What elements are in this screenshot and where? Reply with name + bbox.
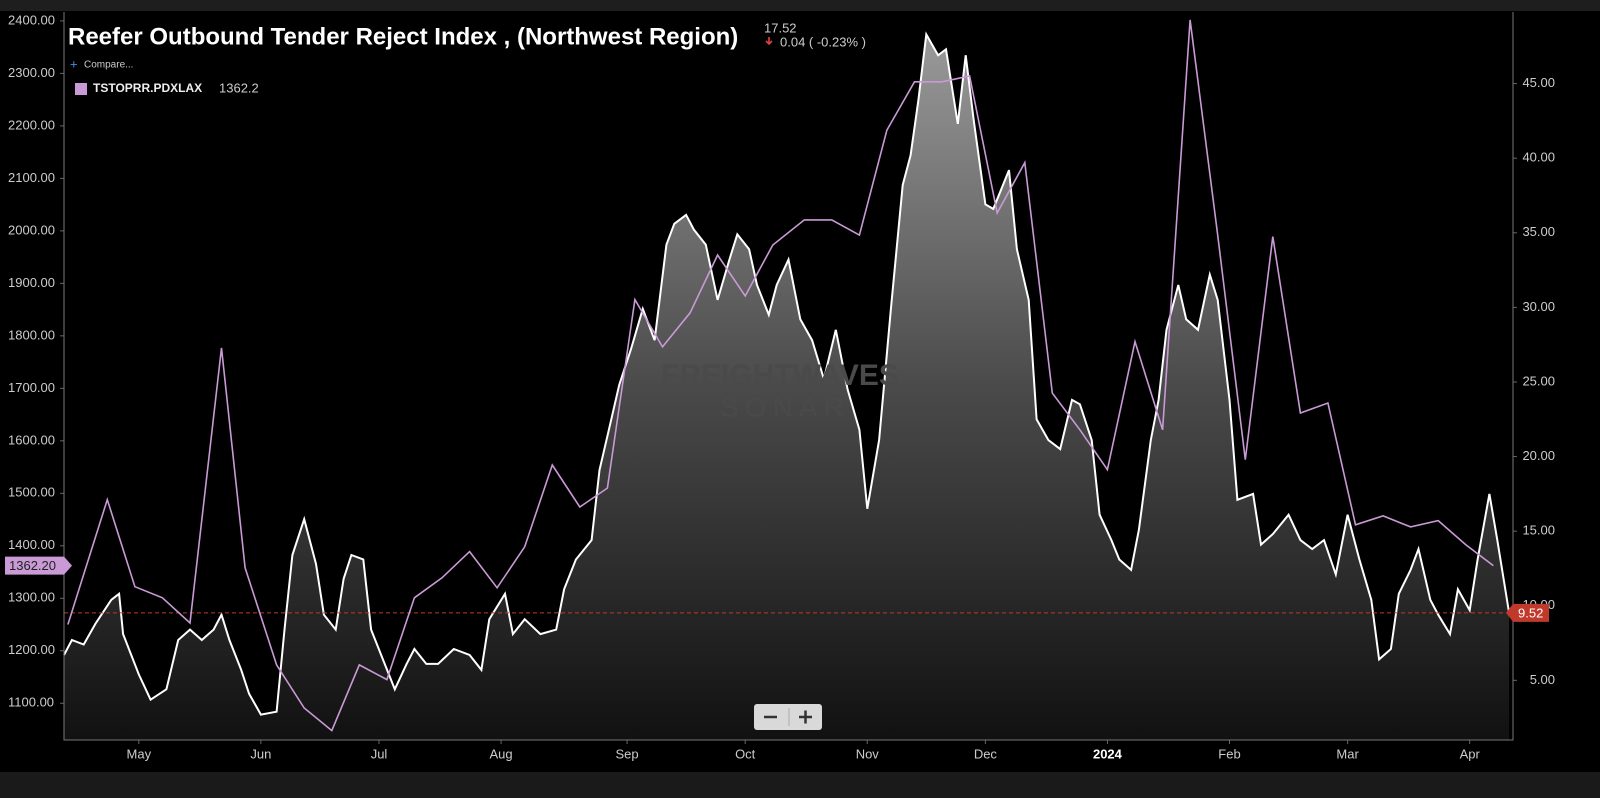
x-tick-label: Jul — [371, 746, 388, 761]
bottom-bar — [0, 772, 1600, 798]
x-tick-label: Apr — [1460, 746, 1481, 761]
y-tick-label: 1600.00 — [8, 432, 55, 447]
watermark: FREIGHTWAVES — [661, 359, 899, 392]
y2-tick-label: 45.00 — [1522, 75, 1555, 90]
y-tick-label: 1900.00 — [8, 275, 55, 290]
axis-frame — [63, 12, 1514, 741]
x-tick-label: Mar — [1336, 746, 1359, 761]
y2-tick-label: 40.00 — [1522, 150, 1555, 165]
x-tick-label: May — [127, 746, 152, 761]
y-tick-label: 1800.00 — [8, 327, 55, 342]
zoom-in[interactable] — [799, 710, 812, 724]
header-value: 17.52 — [764, 20, 797, 35]
y2-tick-label: 20.00 — [1522, 448, 1555, 463]
y2-tick-label: 35.00 — [1522, 224, 1555, 239]
x-tick-label: Feb — [1218, 746, 1240, 761]
y-tick-label: 1100.00 — [8, 695, 54, 710]
series-line — [63, 31, 1511, 716]
compare-plus[interactable]: + — [70, 56, 78, 71]
y-tick-label: 1500.00 — [8, 485, 55, 500]
y-tick-label: 2100.00 — [8, 170, 55, 185]
down-arrow — [765, 37, 773, 46]
x-tick-label: Oct — [735, 746, 756, 761]
x-tick-label: Sep — [615, 746, 638, 761]
series-line — [67, 19, 1494, 732]
legend-value: 1362.2 — [219, 80, 259, 95]
plot — [60, 12, 1517, 744]
chart-title: Reefer Outbound Tender Reject Index , (N… — [68, 23, 738, 50]
last-value-label: 9.52 — [1518, 605, 1543, 620]
compare-button[interactable]: Compare... — [84, 60, 133, 71]
header-change: 0.04 ( -0.23% ) — [780, 34, 866, 49]
y-tick-label: 2400.00 — [8, 12, 55, 27]
y-tick-label: 1700.00 — [8, 380, 55, 395]
x-tick-label: Dec — [974, 746, 998, 761]
y-tick-label: 2300.00 — [8, 65, 55, 80]
y-tick-label: 2000.00 — [8, 222, 55, 237]
y-tick-label: 1300.00 — [8, 590, 55, 605]
watermark: SONAR — [720, 391, 850, 422]
area — [64, 34, 1510, 740]
last-value-badge — [1506, 603, 1549, 622]
x-tick-label: Aug — [489, 746, 512, 761]
y2-tick-label: 30.00 — [1522, 299, 1555, 314]
y2-tick-label: 25.00 — [1522, 373, 1555, 388]
y-tick-label: 1400.00 — [8, 537, 55, 552]
last-value-label: 1362.20 — [9, 558, 56, 573]
y-tick-label: 1200.00 — [8, 642, 55, 657]
y2-tick-label: 15.00 — [1522, 523, 1555, 538]
last-value-badge — [5, 556, 72, 575]
x-tick-label: 2024 — [1093, 746, 1123, 761]
y2-tick-label: 5.00 — [1530, 672, 1555, 687]
x-tick-label: Jun — [250, 746, 271, 761]
x-tick-label: Nov — [856, 746, 880, 761]
top-bar — [0, 0, 1600, 11]
legend-swatch — [75, 83, 87, 95]
y-tick-label: 2200.00 — [8, 117, 55, 132]
legend-label: TSTOPRR.PDXLAX — [93, 81, 202, 95]
